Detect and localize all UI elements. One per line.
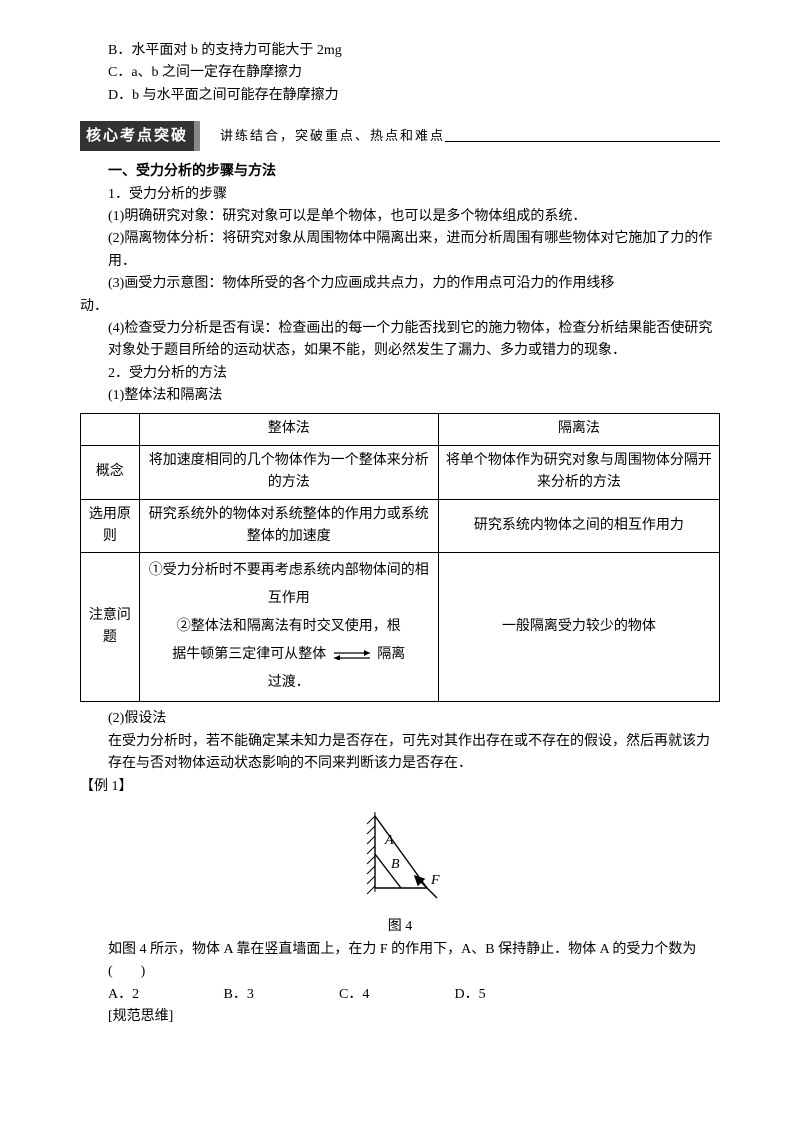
example-options: A．2 B．3 C．4 D．5 [108,984,720,1006]
label-a: A [384,833,394,848]
row-head-principle: 选用原则 [81,499,140,553]
option-b: B．水平面对 b 的支持力可能大于 2mg [108,40,720,62]
step-2: (2)隔离物体分析：将研究对象从周围物体中隔离出来，进而分析周围有哪些物体对它施… [108,228,720,273]
double-arrow-icon [332,650,372,660]
assume-heading: (2)假设法 [108,708,720,730]
notice-text-b: 隔离 [377,647,405,662]
cell-concept-isolate: 将单个物体作为研究对象与周围物体分隔开来分析的方法 [438,445,719,499]
step-1: (1)明确研究对象：研究对象可以是单个物体，也可以是多个物体组成的系统． [108,206,720,228]
row-head-concept: 概念 [81,445,140,499]
cell-notice-whole: ①受力分析时不要再考虑系统内部物体间的相互作用 ②整体法和隔离法有时交叉使用，根… [139,553,438,702]
step-heading-1: 1．受力分析的步骤 [108,184,720,206]
opt-b: B．3 [224,984,336,1006]
figure-4: A B F [80,806,720,914]
opt-d: D．5 [455,984,567,1006]
notice-line2: ②整体法和隔离法有时交叉使用，根 [146,613,432,641]
example-tag: 【例 1】 [80,776,720,798]
step-heading-2: 2．受力分析的方法 [108,363,720,385]
notice-text-a: 据牛顿第三定律可从整体 [172,647,326,662]
label-b: B [391,857,400,872]
th-blank [81,414,140,445]
cell-notice-isolate: 一般隔离受力较少的物体 [438,553,719,702]
figure-svg: A B F [345,806,455,906]
row-head-notice: 注意问题 [81,553,140,702]
th-isolate: 隔离法 [438,414,719,445]
notice-line1: ①受力分析时不要再考虑系统内部物体间的相互作用 [146,557,432,613]
opt-a: A．2 [108,984,220,1006]
banner-title: 核心考点突破 [80,121,200,151]
notice-line3: 据牛顿第三定律可从整体 隔离 [146,641,432,669]
section-banner: 核心考点突破 讲练结合，突破重点、热点和难点 [80,121,720,151]
step-3a: (3)画受力示意图：物体所受的各个力应画成共点力，力的作用点可沿力的作用线移 [108,273,720,295]
table-row: 概念 将加速度相同的几个物体作为一个整体来分析的方法 将单个物体作为研究对象与周… [81,445,720,499]
table-header-row: 整体法 隔离法 [81,414,720,445]
figure-caption: 图 4 [80,916,720,938]
method-1: (1)整体法和隔离法 [108,385,720,407]
example-question: 如图 4 所示，物体 A 靠在竖直墙面上，在力 F 的作用下，A、B 保持静止．… [108,939,720,984]
banner-subtitle: 讲练结合，突破重点、热点和难点 [220,126,445,147]
example-note: [规范思维] [108,1006,720,1028]
cell-principle-whole: 研究系统外的物体对系统整体的作用力或系统整体的加速度 [139,499,438,553]
cell-principle-isolate: 研究系统内物体之间的相互作用力 [438,499,719,553]
banner-rule [445,140,720,142]
table-row: 注意问题 ①受力分析时不要再考虑系统内部物体间的相互作用 ②整体法和隔离法有时交… [81,553,720,702]
option-c: C．a、b 之间一定存在静摩擦力 [108,62,720,84]
notice-line4: 过渡． [146,669,432,697]
method-table: 整体法 隔离法 概念 将加速度相同的几个物体作为一个整体来分析的方法 将单个物体… [80,413,720,702]
label-f: F [430,873,440,888]
step-3b: 动． [80,296,720,318]
section-heading: 一、受力分析的步骤与方法 [108,161,720,183]
option-d: D．b 与水平面之间可能存在静摩擦力 [108,85,720,107]
th-whole: 整体法 [139,414,438,445]
opt-c: C．4 [339,984,451,1006]
table-row: 选用原则 研究系统外的物体对系统整体的作用力或系统整体的加速度 研究系统内物体之… [81,499,720,553]
cell-concept-whole: 将加速度相同的几个物体作为一个整体来分析的方法 [139,445,438,499]
assume-text: 在受力分析时，若不能确定某未知力是否存在，可先对其作出存在或不存在的假设，然后再… [108,731,720,776]
step-4: (4)检查受力分析是否有误：检查画出的每一个力能否找到它的施力物体，检查分析结果… [108,318,720,363]
